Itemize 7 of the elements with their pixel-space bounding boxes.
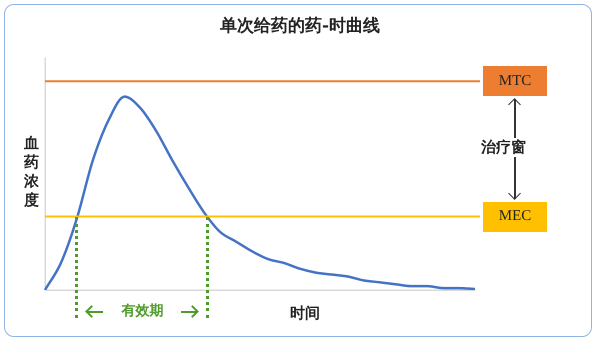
text: 治疗窗 bbox=[481, 138, 526, 157]
x-axis-title: 时间 bbox=[290, 304, 320, 323]
ref-line-label: MEC bbox=[483, 202, 547, 232]
chart-title: 单次给药的药-时曲线 bbox=[218, 15, 382, 37]
y-axis-title: 血药浓度 bbox=[24, 134, 40, 210]
ref-line-label: MTC bbox=[483, 66, 547, 96]
text: 有效期 bbox=[120, 302, 164, 320]
